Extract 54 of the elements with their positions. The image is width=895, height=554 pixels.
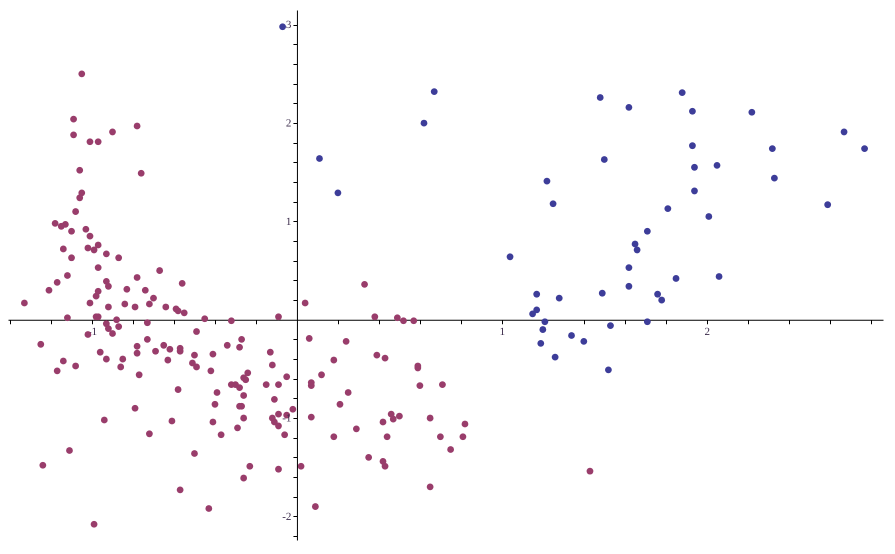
point bbox=[768, 145, 776, 152]
point bbox=[634, 246, 640, 254]
point bbox=[541, 318, 548, 326]
point bbox=[771, 174, 778, 182]
point bbox=[430, 88, 438, 95]
point bbox=[705, 213, 712, 220]
point bbox=[556, 294, 563, 302]
point bbox=[748, 108, 756, 116]
point bbox=[691, 164, 698, 171]
point bbox=[533, 306, 540, 314]
point bbox=[420, 120, 428, 126]
point bbox=[714, 162, 720, 169]
point bbox=[716, 273, 722, 280]
point bbox=[691, 188, 698, 194]
point bbox=[552, 354, 559, 360]
point bbox=[824, 201, 832, 208]
point bbox=[533, 290, 540, 298]
point bbox=[689, 108, 696, 115]
point bbox=[644, 228, 651, 235]
point bbox=[626, 282, 632, 290]
point bbox=[334, 190, 342, 196]
point bbox=[658, 296, 666, 304]
point bbox=[580, 338, 588, 345]
point bbox=[598, 290, 606, 297]
point bbox=[632, 240, 638, 248]
point bbox=[605, 366, 612, 374]
point bbox=[672, 275, 680, 282]
point bbox=[664, 205, 672, 212]
y-tick-label: 2 bbox=[286, 118, 292, 130]
point bbox=[544, 178, 550, 184]
point bbox=[279, 23, 286, 30]
point bbox=[596, 94, 604, 101]
point bbox=[626, 264, 632, 272]
point bbox=[568, 332, 575, 339]
point bbox=[529, 310, 536, 318]
point bbox=[678, 89, 686, 96]
x-tick-label: 2 bbox=[704, 326, 710, 338]
x-tick-label: 1 bbox=[500, 326, 506, 338]
y-tick-label: 3 bbox=[286, 19, 292, 32]
point bbox=[550, 200, 556, 208]
y-tick-label: -2 bbox=[282, 510, 292, 523]
point bbox=[689, 142, 696, 150]
point bbox=[316, 155, 323, 162]
point bbox=[539, 326, 546, 333]
point bbox=[506, 253, 514, 260]
point bbox=[861, 145, 868, 152]
point bbox=[607, 322, 614, 330]
point bbox=[644, 318, 651, 326]
point bbox=[626, 104, 632, 111]
point bbox=[654, 290, 661, 298]
point bbox=[537, 340, 544, 347]
point bbox=[840, 128, 848, 136]
point bbox=[600, 156, 608, 163]
y-tick-label: 1 bbox=[286, 216, 292, 228]
